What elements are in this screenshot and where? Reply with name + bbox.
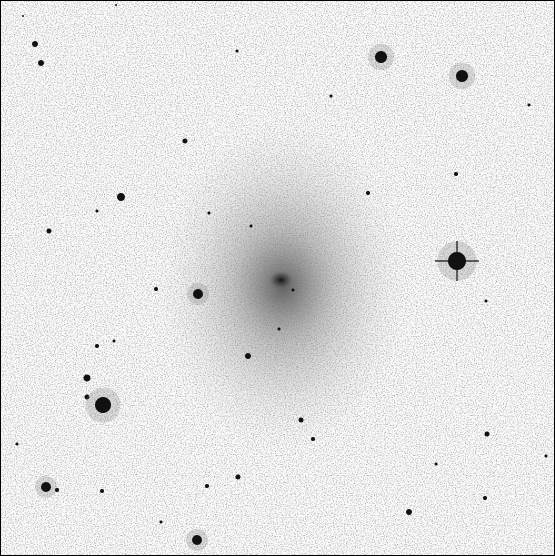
- star: [22, 15, 24, 17]
- star: [484, 431, 490, 437]
- star: [329, 94, 333, 98]
- star: [205, 484, 209, 488]
- star: [41, 482, 51, 492]
- star: [544, 454, 548, 458]
- star: [483, 496, 487, 500]
- star: [298, 417, 304, 423]
- star: [100, 489, 104, 493]
- star: [83, 374, 91, 382]
- star: [38, 60, 44, 66]
- star: [235, 474, 241, 480]
- star: [245, 353, 251, 359]
- star: [154, 287, 158, 291]
- star: [454, 172, 458, 176]
- star: [207, 211, 211, 215]
- star: [112, 339, 116, 343]
- star: [375, 51, 387, 63]
- star: [434, 462, 438, 466]
- star: [55, 488, 59, 492]
- star: [182, 138, 188, 144]
- star: [95, 397, 111, 413]
- galaxy-core: [269, 271, 293, 289]
- star: [527, 103, 531, 107]
- star: [235, 49, 239, 53]
- star-field: [15, 4, 548, 551]
- star: [15, 442, 19, 446]
- star: [192, 535, 202, 545]
- star: [193, 289, 203, 299]
- star: [277, 327, 281, 331]
- star: [84, 394, 90, 400]
- star: [366, 191, 370, 195]
- star: [95, 209, 99, 213]
- star: [249, 224, 253, 228]
- star: [484, 299, 488, 303]
- star: [117, 193, 125, 201]
- star: [115, 4, 117, 6]
- star: [159, 520, 163, 524]
- star: [311, 437, 315, 441]
- star: [46, 228, 52, 234]
- star: [456, 70, 468, 82]
- star: [95, 344, 99, 348]
- star: [291, 288, 295, 292]
- star: [406, 509, 412, 515]
- star: [32, 41, 38, 47]
